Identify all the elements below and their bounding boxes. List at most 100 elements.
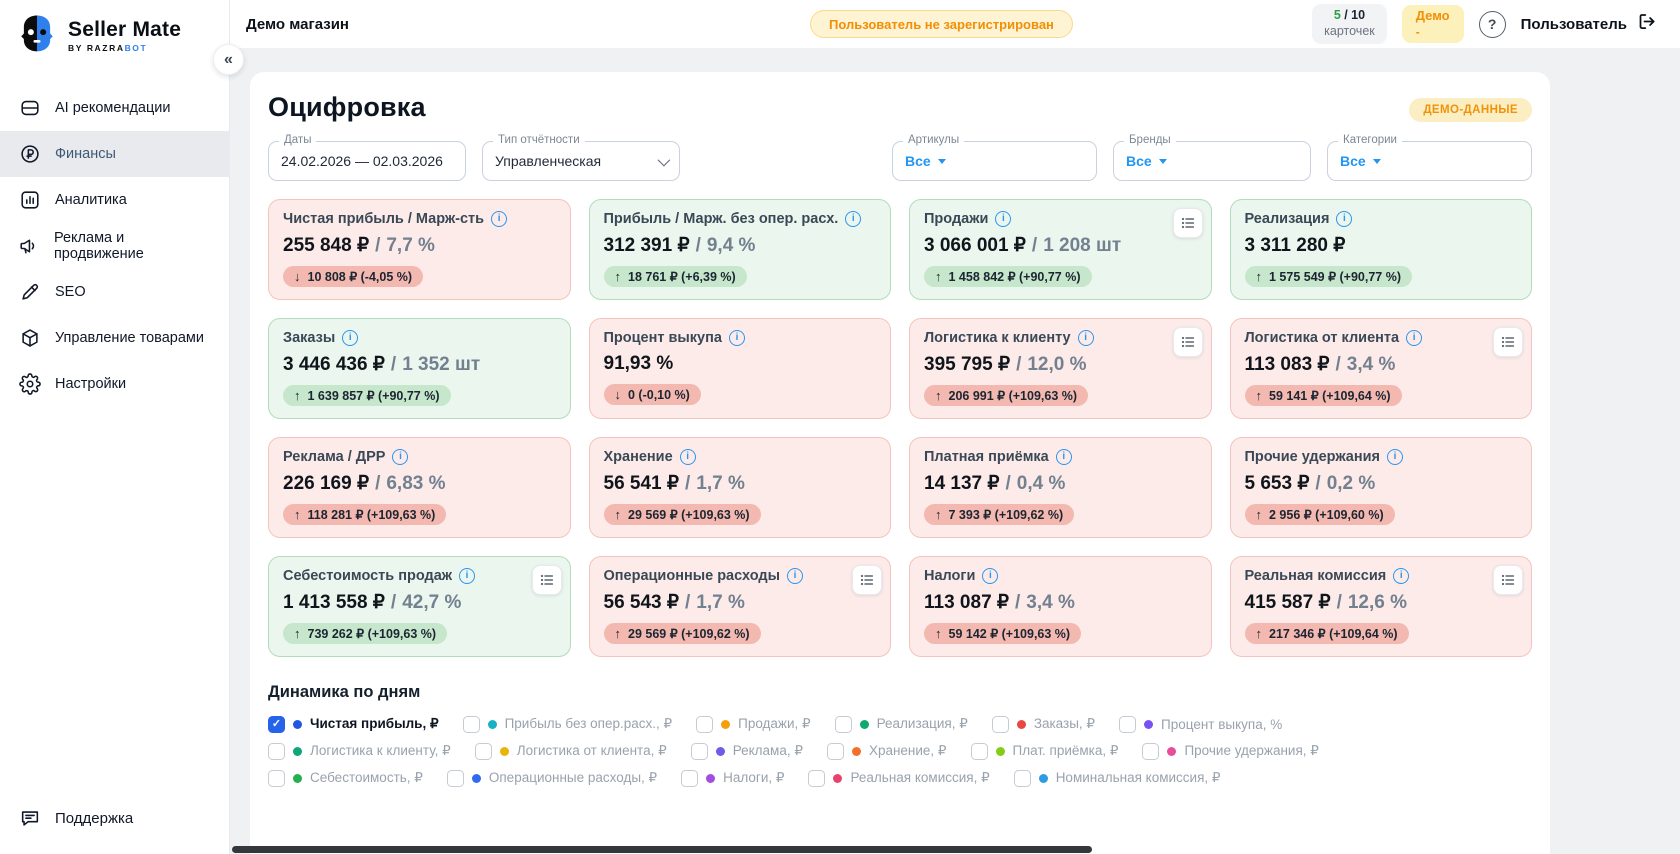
value-separator: / <box>390 354 397 375</box>
info-icon[interactable] <box>1387 449 1403 465</box>
series-toggle[interactable]: Логистика от клиента, ₽ <box>474 742 667 760</box>
info-icon[interactable] <box>1406 330 1423 346</box>
checkbox[interactable] <box>474 742 492 760</box>
checkbox[interactable] <box>690 742 708 760</box>
series-toggle[interactable]: Прочие удержания, ₽ <box>1142 742 1319 760</box>
checkbox[interactable] <box>681 769 699 787</box>
sidebar-item[interactable]: Управление товарами <box>0 315 229 361</box>
card-title: Чистая прибыль / Марж-сть <box>283 211 485 227</box>
delta-badge: ↑ 59 141 ₽ (+109,64 %) <box>1244 385 1402 406</box>
checkbox[interactable] <box>834 715 852 733</box>
detail-list-button[interactable] <box>1172 208 1203 238</box>
info-icon[interactable] <box>491 211 508 227</box>
filter-field[interactable]: Даты 24.02.2026 — 02.03.2026 <box>268 134 466 181</box>
help-icon[interactable] <box>1478 10 1506 38</box>
horizontal-scrollbar-thumb[interactable] <box>232 846 1092 853</box>
metric-card: Продажи 3 066 00 <box>909 199 1212 300</box>
checkbox[interactable] <box>1119 715 1137 733</box>
series-toggle[interactable]: Плат. приёмка, ₽ <box>970 742 1118 760</box>
card-secondary-value: 1 208 шт <box>1043 235 1122 256</box>
checkbox[interactable] <box>808 769 826 787</box>
sidebar-item[interactable]: Настройки <box>0 361 229 407</box>
checkbox[interactable] <box>826 742 844 760</box>
checkbox[interactable] <box>696 715 714 733</box>
detail-list-button[interactable] <box>852 565 882 595</box>
checkbox[interactable] <box>446 769 464 787</box>
info-icon[interactable] <box>1393 568 1410 584</box>
delta-badge: ↑ 1 575 549 ₽ (+90,77 %) <box>1244 266 1413 287</box>
card-value: 3 066 001 ₽ <box>924 235 1026 256</box>
series-toggle[interactable]: Реклама, ₽ <box>690 742 803 760</box>
sidebar-collapse-button[interactable] <box>213 44 244 75</box>
info-icon[interactable] <box>1055 449 1072 465</box>
detail-list-button[interactable] <box>1493 327 1523 357</box>
sidebar-item[interactable]: SEO <box>0 269 229 315</box>
series-toggle[interactable]: Хранение, ₽ <box>826 742 947 760</box>
logout-icon[interactable] <box>1637 11 1658 37</box>
checkbox[interactable] <box>970 742 988 760</box>
series-toggle[interactable]: Реализация, ₽ <box>834 715 968 733</box>
card-title-row: Себестоимость продаж <box>283 568 556 584</box>
sidebar-item[interactable]: AI рекомендации <box>0 85 229 131</box>
card-title: Реальная комиссия <box>1244 568 1387 584</box>
info-icon[interactable] <box>982 568 999 584</box>
filter-field[interactable]: Артикулы Все <box>892 134 1097 181</box>
series-label: Прочие удержания, ₽ <box>1184 743 1319 758</box>
checkbox[interactable] <box>462 715 480 733</box>
series-toggle[interactable]: Процент выкупа, % <box>1119 715 1282 733</box>
filter-field[interactable]: Бренды Все <box>1113 134 1311 181</box>
filter-field[interactable]: Тип отчётности Управленческая <box>482 134 680 181</box>
detail-list-button[interactable] <box>1172 327 1203 357</box>
card-value: 3 311 280 ₽ <box>1244 235 1346 256</box>
user-menu[interactable]: Пользователь <box>1521 11 1658 37</box>
series-toggle[interactable]: Реальная комиссия, ₽ <box>808 769 990 787</box>
series-toggle[interactable]: Себестоимость, ₽ <box>268 769 423 787</box>
checkbox[interactable] <box>268 715 285 733</box>
series-toggle[interactable]: Логистика к клиенту, ₽ <box>268 742 451 760</box>
info-icon[interactable] <box>786 568 803 584</box>
topbar-right: 5 / 10 карточек Демо - Пользователь <box>1312 4 1658 44</box>
info-icon[interactable] <box>845 211 862 227</box>
info-icon[interactable] <box>995 211 1012 227</box>
detail-list-button[interactable] <box>531 565 562 595</box>
series-toggle[interactable]: Продажи, ₽ <box>696 715 811 733</box>
info-icon[interactable] <box>342 330 359 346</box>
card-value-row: 395 795 ₽ / 12,0 % <box>924 353 1197 376</box>
delta-text: 7 393 ₽ (+109,62 %) <box>948 508 1064 522</box>
info-icon[interactable] <box>1077 330 1094 346</box>
sidebar-item[interactable]: Финансы <box>0 131 229 177</box>
series-toggle[interactable]: Чистая прибыль, ₽ <box>268 715 439 733</box>
series-toggle[interactable]: Операционные расходы, ₽ <box>446 769 657 787</box>
checkbox[interactable] <box>1142 742 1160 760</box>
filter-field[interactable]: Категории Все <box>1327 134 1532 181</box>
demo-badge: Демо - <box>1401 4 1464 44</box>
series-toggle[interactable]: Прибыль без опер.расх., ₽ <box>462 715 672 733</box>
card-title-row: Процент выкупа <box>604 330 877 346</box>
series-toggle[interactable]: Заказы, ₽ <box>991 715 1095 733</box>
info-icon[interactable] <box>459 568 476 584</box>
metric-card: Операционные расходы <box>588 556 891 657</box>
checkbox[interactable] <box>268 742 285 760</box>
sidebar-item-support[interactable]: Поддержка <box>18 806 211 830</box>
series-toggle[interactable]: Налоги, ₽ <box>681 769 784 787</box>
checkbox[interactable] <box>268 769 285 787</box>
sidebar-item[interactable]: Реклама и продвижение <box>0 223 229 269</box>
checkbox[interactable] <box>1013 769 1031 787</box>
info-icon[interactable] <box>392 449 409 465</box>
delta-badge: ↑ 739 262 ₽ (+109,63 %) <box>283 623 448 644</box>
sidebar-item-label: Настройки <box>55 376 127 392</box>
card-secondary-value: 12,0 % <box>1027 354 1087 375</box>
info-icon[interactable] <box>1336 211 1353 227</box>
delta-text: 1 639 857 ₽ (+90,77 %) <box>307 389 440 403</box>
series-toggle[interactable]: Номинальная комиссия, ₽ <box>1013 769 1221 787</box>
card-title: Логистика от клиента <box>1244 330 1400 346</box>
info-icon[interactable] <box>679 449 696 465</box>
info-icon[interactable] <box>728 330 745 346</box>
card-value: 312 391 ₽ <box>603 235 690 256</box>
detail-list-button[interactable] <box>1493 565 1523 595</box>
sidebar-item[interactable]: Аналитика <box>0 177 229 223</box>
checkbox[interactable] <box>991 715 1009 733</box>
series-legend: Чистая прибыль, ₽ Прибыль без опер.расх.… <box>268 715 1368 787</box>
series-color-dot <box>293 746 302 756</box>
